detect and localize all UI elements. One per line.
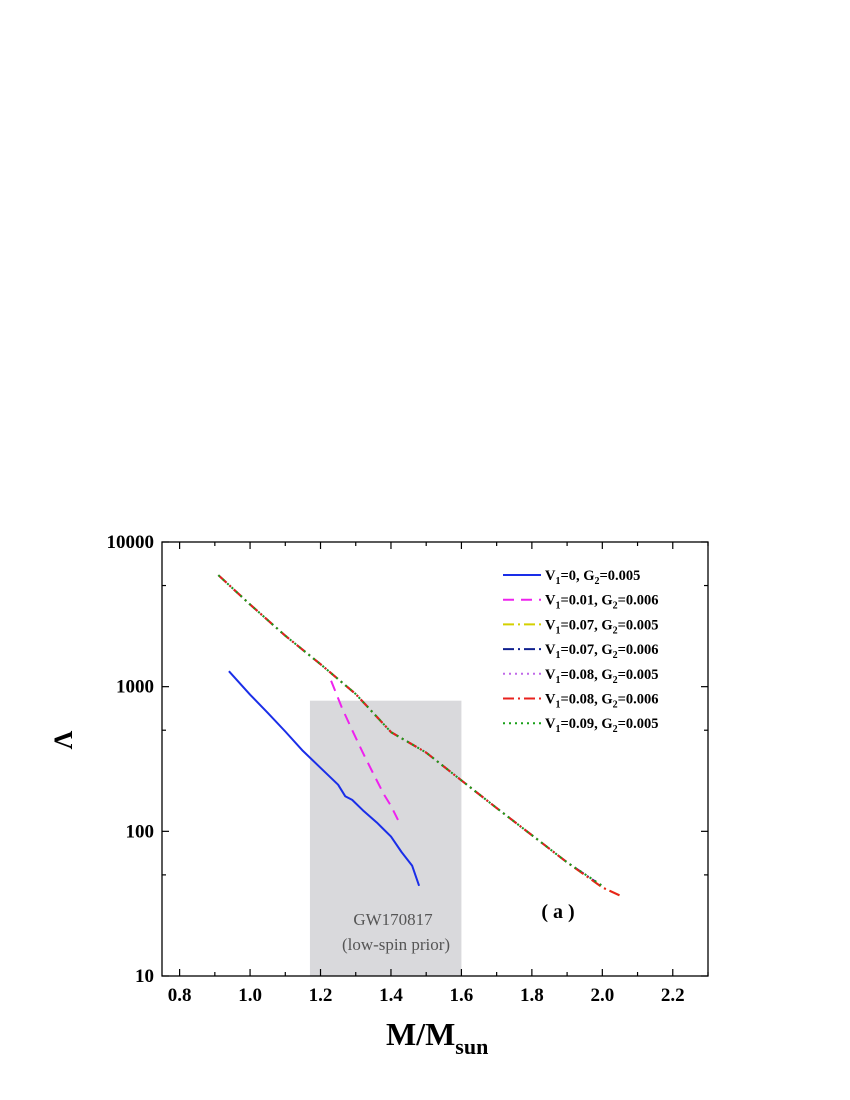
legend-label-4: V1=0.08, G2=0.005 — [545, 667, 659, 686]
x-tick-label: 2.0 — [590, 985, 614, 1006]
x-tick-label: 2.2 — [661, 985, 685, 1006]
legend-label-3: V1=0.07, G2=0.006 — [545, 642, 659, 661]
legend-label-0: V1=0, G2=0.005 — [545, 568, 640, 587]
x-tick-label: 1.2 — [309, 985, 333, 1006]
region-label-line2: (low-spin prior) — [342, 935, 450, 954]
panel-label: ( a ) — [541, 901, 574, 923]
x-tick-label: 1.8 — [520, 985, 544, 1006]
series-line-6 — [217, 574, 603, 887]
x-axis-title: M/Msun — [386, 1016, 488, 1059]
region-label-line1: GW170817 — [353, 910, 433, 929]
legend-label-2: V1=0.07, G2=0.005 — [545, 617, 659, 636]
legend-label-1: V1=0.01, G2=0.006 — [545, 593, 659, 612]
x-tick-label: 1.4 — [379, 985, 403, 1006]
y-tick-label: 1000 — [116, 677, 154, 698]
legend: V1=0, G2=0.005 V1=0.01, G2=0.006 V1=0.07, … — [503, 568, 659, 735]
y-tick-label: 10 — [135, 966, 154, 987]
y-axis-title: Λ — [49, 730, 78, 749]
series-layer — [217, 574, 621, 897]
x-tick-label: 0.8 — [168, 985, 192, 1006]
y-tick-label: 10000 — [107, 532, 155, 553]
series-line-0 — [228, 670, 421, 887]
region-rect — [309, 700, 462, 976]
ticks-layer — [162, 541, 709, 977]
x-tick-label: 1.6 — [450, 985, 474, 1006]
x-axis-title-sub: sun — [455, 1034, 488, 1059]
series-line-1 — [330, 680, 399, 821]
x-axis-title-main: M/M — [386, 1016, 455, 1052]
x-tick-label: 1.0 — [238, 985, 262, 1006]
plot-frame — [161, 541, 709, 977]
tick-labels: 0.8 1.0 1.2 1.4 1.6 1.8 2.0 2.2 10 100 1000 10000 — [107, 532, 685, 1006]
legend-label-5: V1=0.08, G2=0.006 — [545, 692, 659, 711]
y-tick-label: 100 — [126, 821, 155, 842]
legend-label-6: V1=0.09, G2=0.005 — [545, 716, 659, 735]
gw170817-region — [309, 700, 462, 976]
